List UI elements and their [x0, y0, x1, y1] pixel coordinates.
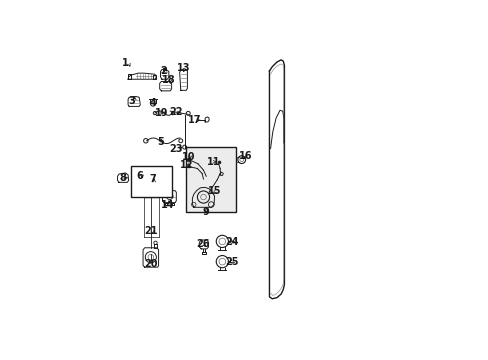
Text: 9: 9	[203, 207, 209, 217]
Bar	[186, 147, 235, 212]
Circle shape	[187, 158, 190, 161]
Text: 6: 6	[136, 171, 143, 181]
Text: 26: 26	[196, 239, 209, 249]
Text: 5: 5	[157, 136, 163, 147]
Circle shape	[218, 161, 221, 164]
Bar	[131, 166, 172, 197]
Text: 11: 11	[206, 157, 220, 167]
Text: 16: 16	[238, 151, 252, 161]
Text: 12: 12	[179, 159, 193, 170]
Text: 19: 19	[154, 108, 168, 118]
Text: 18: 18	[162, 75, 175, 85]
Text: 10: 10	[182, 152, 195, 162]
Text: 2: 2	[160, 66, 166, 76]
Text: 15: 15	[207, 186, 221, 196]
Text: 14: 14	[161, 199, 174, 210]
Text: 4: 4	[149, 98, 156, 108]
Text: 7: 7	[149, 174, 156, 184]
Text: 24: 24	[224, 237, 238, 247]
Text: 23: 23	[169, 144, 183, 154]
Text: 25: 25	[224, 257, 238, 267]
Text: 13: 13	[177, 63, 190, 73]
Text: 20: 20	[144, 260, 158, 269]
Text: 1: 1	[122, 58, 128, 68]
Text: 17: 17	[187, 115, 201, 125]
Text: 21: 21	[144, 226, 158, 236]
Text: 22: 22	[169, 107, 183, 117]
Circle shape	[187, 165, 190, 168]
Text: 3: 3	[128, 96, 135, 107]
Text: 8: 8	[119, 173, 126, 183]
